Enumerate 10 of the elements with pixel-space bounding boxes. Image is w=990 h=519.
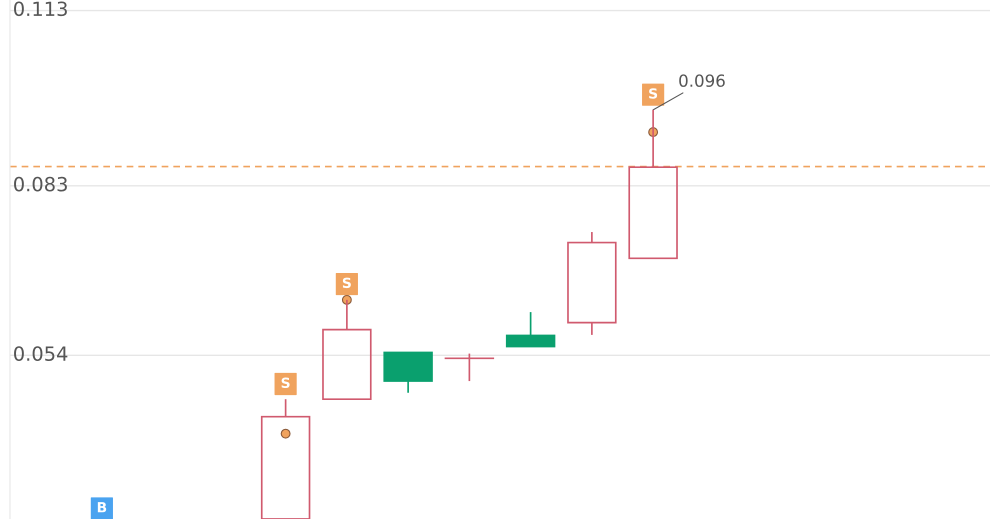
y-tick-label: 0.113 xyxy=(14,1,67,16)
data-label: S xyxy=(649,88,658,99)
y-tick-label: 0.054 xyxy=(14,346,68,361)
candlestick xyxy=(567,231,617,336)
point xyxy=(280,428,291,439)
y-tick-label: 0.083 xyxy=(14,176,67,192)
data-label: S xyxy=(342,278,351,288)
text: 0.096 xyxy=(679,74,725,87)
data-label: S xyxy=(282,378,290,388)
data-label: B xyxy=(98,502,106,512)
